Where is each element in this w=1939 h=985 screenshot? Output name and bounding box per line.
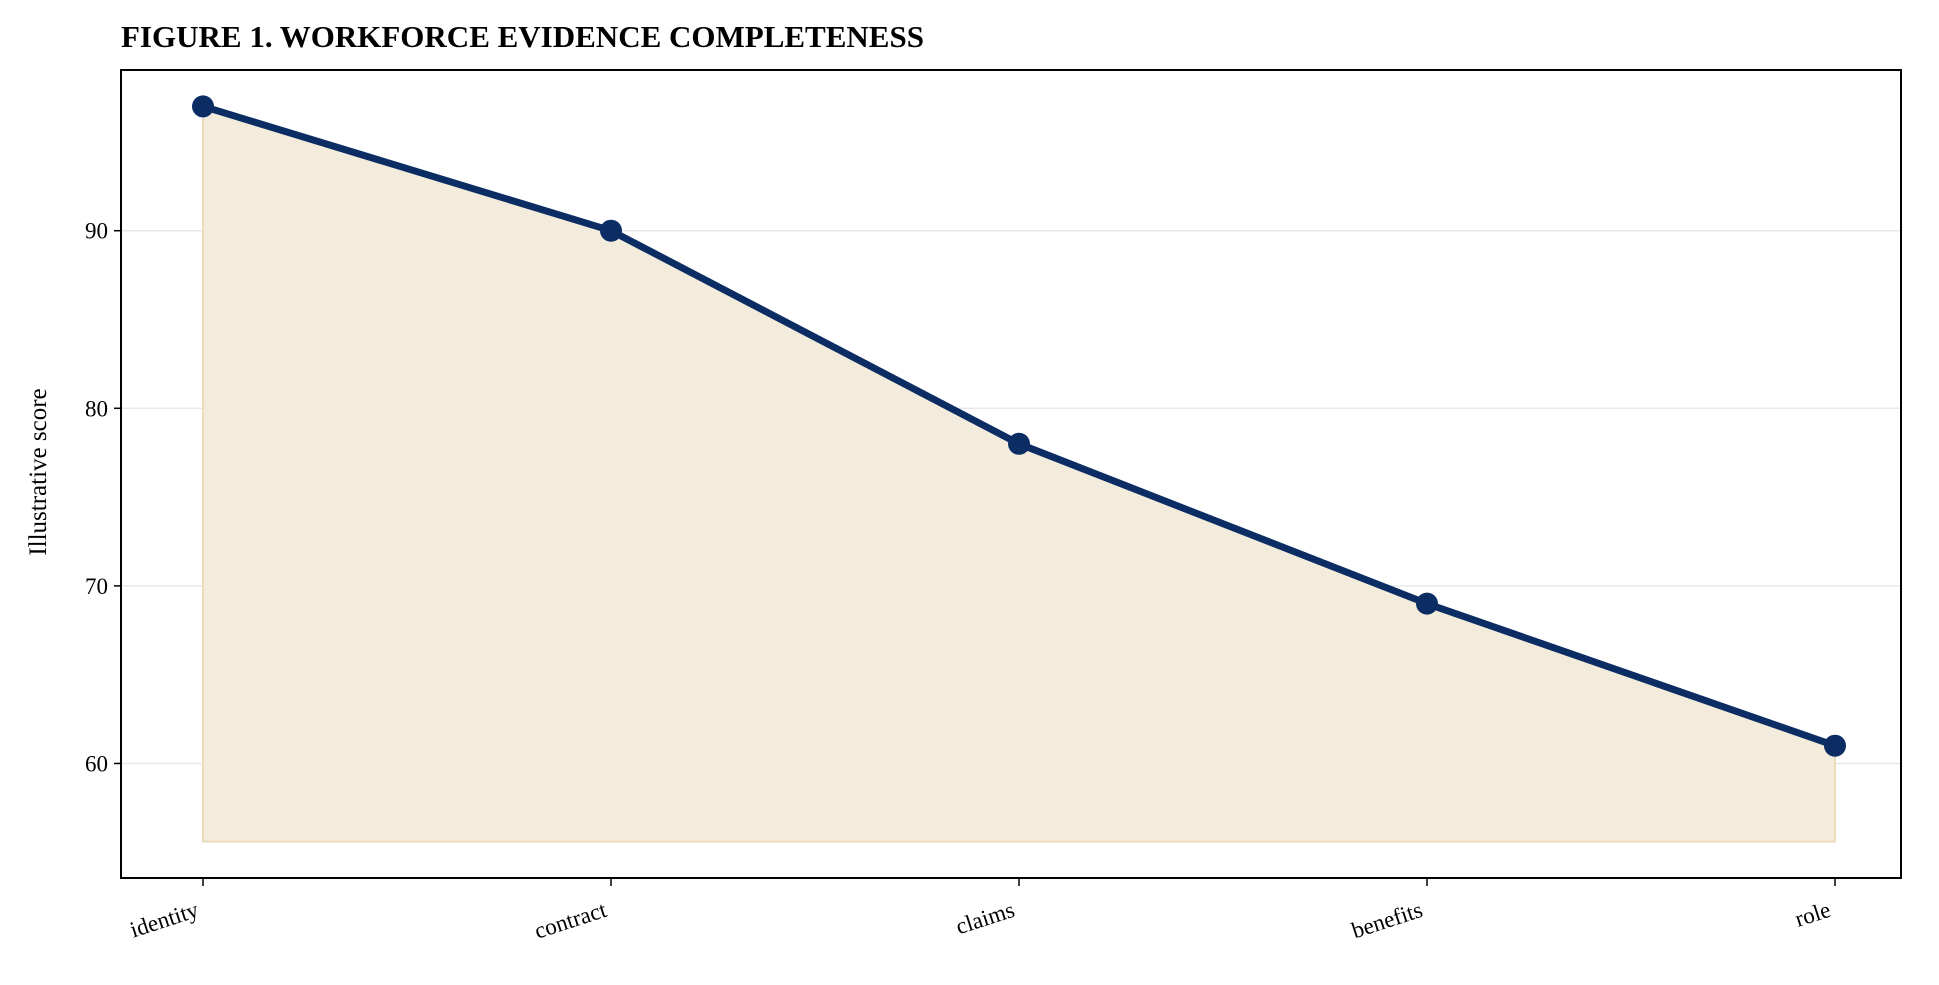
x-tick-label: identity <box>127 897 202 943</box>
data-point-role <box>1824 734 1846 757</box>
data-point-benefits <box>1416 592 1438 615</box>
area-layer <box>202 105 1836 843</box>
x-tick-label: benefits <box>1349 897 1426 943</box>
area-fill <box>202 105 1836 843</box>
y-tick-label: 80 <box>85 396 108 421</box>
axes-frame <box>120 69 1902 879</box>
data-point-contract <box>600 219 622 242</box>
point-layer <box>192 95 1846 757</box>
y-tick-label: 70 <box>85 574 108 599</box>
data-point-identity <box>192 95 214 118</box>
y-axis-label: Illustrative score <box>25 388 52 555</box>
y-axis-ticks: 60 70 80 90 <box>85 219 121 776</box>
chart-title: FIGURE 1. WORKFORCE EVIDENCE COMPLETENES… <box>121 19 924 54</box>
x-axis-ticks: identity contract claims benefits role <box>127 878 1836 944</box>
y-tick-label: 60 <box>85 751 108 776</box>
data-point-claims <box>1008 432 1030 455</box>
y-tick-label: 90 <box>85 219 108 244</box>
x-tick-label: claims <box>953 897 1018 939</box>
x-tick-label: role <box>1792 897 1834 932</box>
x-tick-label: contract <box>531 897 610 944</box>
